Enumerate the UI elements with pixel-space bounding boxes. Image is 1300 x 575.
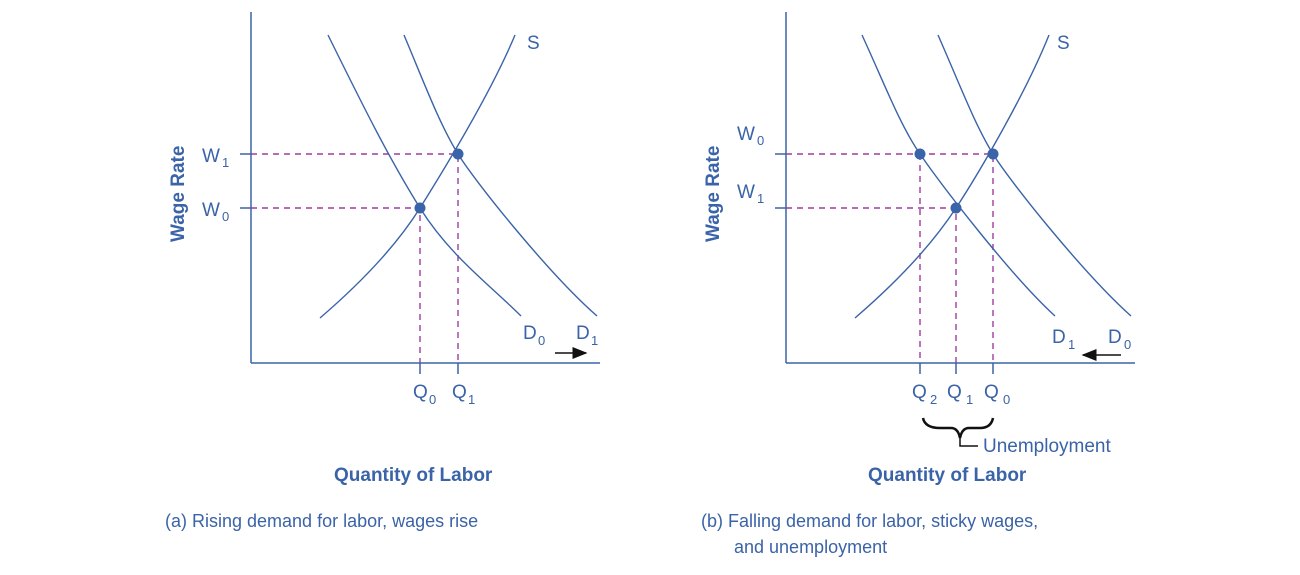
d0-label: D [523,323,537,344]
panel-a: S W 1 W 0 Q 0 Q 1 D 0 D 1 Wage Rate Quan… [165,12,600,531]
w1-sub: 1 [757,191,764,206]
unemployment-label: Unemployment [983,436,1111,457]
supply-label: S [1057,33,1070,54]
q0-sub: 0 [429,392,436,407]
d1-sub: 1 [591,333,598,348]
guide-w0 [786,153,994,363]
q1-label: Q [452,382,467,403]
guide-w1 [786,207,957,363]
w0-sub: 0 [222,209,229,224]
supply-label: S [527,33,540,54]
panel-b: S W 0 W 1 Q 2 Q 1 Q 0 D 1 D 0 Unemployme… [701,12,1135,557]
demand-curve-d0 [937,34,1132,317]
demand-curve-d0 [327,34,522,317]
brace-icon [921,417,995,439]
q1-label: Q [947,382,962,403]
w0-label: W [737,124,755,145]
point-q1 [950,202,962,214]
y-axis-label: Wage Rate [703,146,724,242]
d1-sub: 1 [1068,337,1075,352]
w1-label: W [202,146,220,167]
demand-curve-d1 [861,34,1056,317]
q1-sub: 1 [966,392,973,407]
q2-label: Q [912,382,927,403]
demand-curve-d1 [403,34,598,317]
equilibrium-point-0 [414,202,426,214]
point-q0 [987,148,999,160]
q0-label: Q [984,382,999,403]
d0-label: D [1108,327,1122,348]
d1-label: D [576,323,590,344]
w1-label: W [737,182,755,203]
q0-label: Q [413,382,428,403]
brace-leader [959,436,978,447]
y-axis-label: Wage Rate [168,146,189,242]
caption-b-line1: (b) Falling demand for labor, sticky wag… [701,511,1038,531]
guide-w1 [251,153,459,363]
w1-sub: 1 [222,155,229,170]
w0-sub: 0 [757,133,764,148]
d0-sub: 0 [538,333,545,348]
caption-b-line2: and unemployment [734,537,887,557]
x-axis-label: Quantity of Labor [868,465,1027,486]
d1-label: D [1052,327,1066,348]
x-axis-label: Quantity of Labor [334,465,493,486]
guide-w0 [251,207,421,363]
d0-sub: 0 [1124,337,1131,352]
q2-sub: 2 [930,392,937,407]
point-q2 [914,148,926,160]
q1-sub: 1 [468,392,475,407]
caption-a: (a) Rising demand for labor, wages rise [165,511,478,531]
supply-curve [854,34,1050,319]
q0-sub: 0 [1003,392,1010,407]
equilibrium-point-1 [452,148,464,160]
w0-label: W [202,200,220,221]
